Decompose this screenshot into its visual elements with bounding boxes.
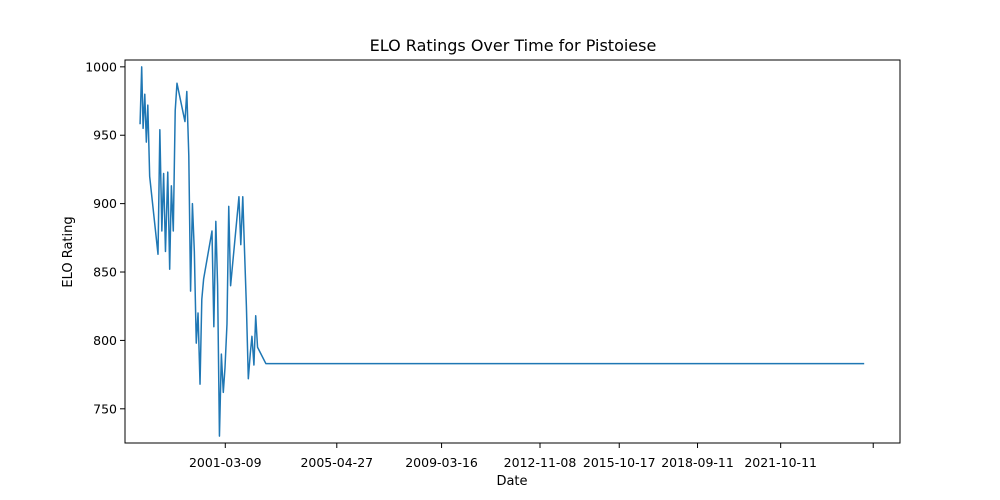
y-axis-ticks: 750 800 850 900 950 1000 [85,59,125,416]
y-tick-label: 900 [93,196,117,211]
y-tick-label: 950 [93,128,117,143]
x-tick-label: 2005-04-27 [300,455,373,470]
axes-frame [124,59,901,444]
y-axis-label: ELO Rating [61,216,76,287]
x-axis-label: Date [496,474,527,489]
y-tick-label: 850 [93,265,117,280]
x-axis-ticks: 2001-03-09 2005-04-27 2009-03-16 2012-11-08… [189,443,874,470]
chart-title: ELO Ratings Over Time for Pistoiese [370,36,657,55]
x-tick-label: 2015-10-17 [583,455,656,470]
elo-series-line [139,66,865,437]
y-tick-label: 750 [93,401,117,416]
x-tick-label: 2012-11-08 [504,455,577,470]
y-tick-label: 800 [93,333,117,348]
y-tick-label: 1000 [85,59,117,74]
plot-area: 750 800 850 900 950 1000 2001-03-09 2005-04-27… [85,59,901,470]
x-tick-label: 2018-09-11 [661,455,734,470]
x-tick-label: 2009-03-16 [405,455,478,470]
x-tick-label: 2021-10-11 [744,455,817,470]
x-tick-label: 2001-03-09 [189,455,262,470]
